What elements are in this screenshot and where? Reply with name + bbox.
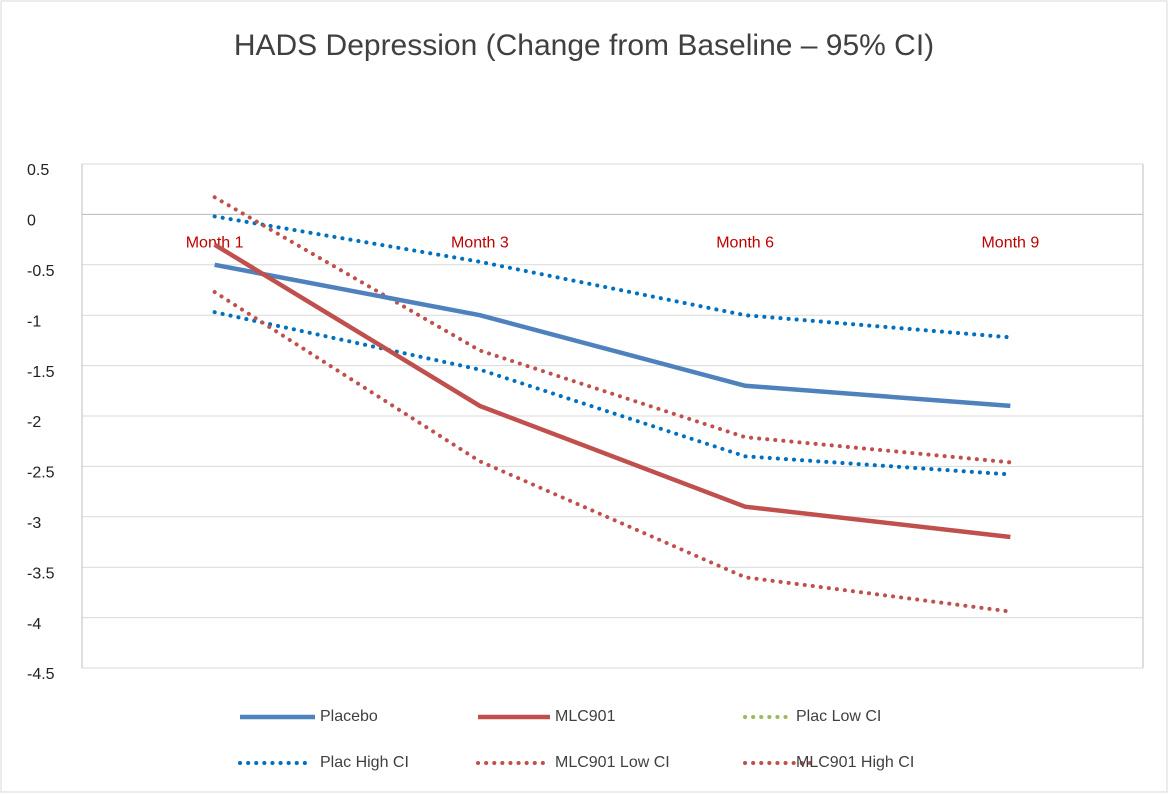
y-tick-label: -1.5 — [27, 364, 55, 381]
legend-label: Plac Low CI — [796, 708, 881, 725]
legend-label: MLC901 High CI — [796, 754, 914, 771]
x-tick-label: Month 6 — [716, 235, 774, 252]
y-tick-label: -4.5 — [27, 666, 55, 683]
y-tick-label: -0.5 — [27, 263, 55, 280]
y-tick-label: -4 — [27, 616, 41, 633]
series-line — [212, 310, 1013, 477]
legend-label: Plac High CI — [320, 754, 409, 771]
y-tick-label: 0 — [27, 213, 36, 230]
x-tick-label: Month 1 — [186, 235, 244, 252]
y-tick-label: -3 — [27, 515, 41, 532]
series-line — [213, 242, 1011, 540]
series-line — [212, 195, 1013, 465]
legend-label: Placebo — [320, 708, 378, 725]
x-tick-label: Month 9 — [981, 235, 1039, 252]
legend-label: MLC901 Low CI — [555, 754, 670, 771]
y-tick-label: -2.5 — [27, 465, 55, 482]
y-tick-label: 0.5 — [27, 162, 49, 179]
y-tick-label: -2 — [27, 414, 41, 431]
series-line — [212, 214, 1013, 340]
y-tick-label: -3.5 — [27, 565, 55, 582]
chart-title: HADS Depression (Change from Baseline – … — [234, 29, 934, 62]
y-tick-label: -1 — [27, 313, 41, 330]
series-line — [212, 290, 1013, 614]
legend-label: MLC901 — [555, 708, 616, 725]
x-tick-label: Month 3 — [451, 235, 509, 252]
series-line — [214, 262, 1011, 409]
